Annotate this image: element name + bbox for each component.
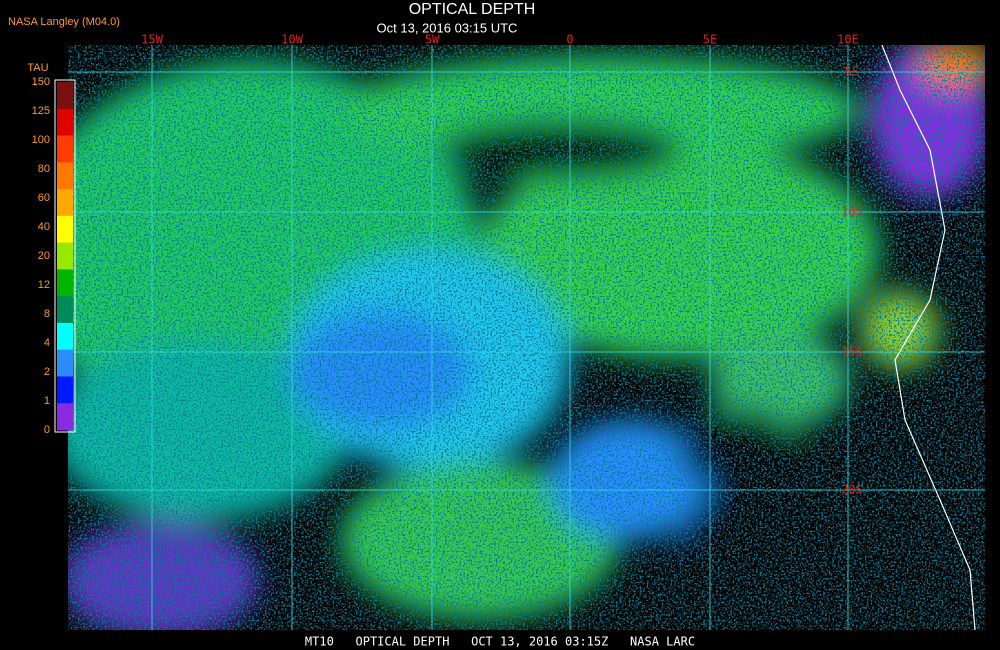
latitude-label: 15S bbox=[841, 345, 863, 359]
colorbar-swatch bbox=[57, 376, 73, 404]
longitude-label: 15W bbox=[141, 33, 163, 47]
latitude-label: 10S bbox=[841, 205, 863, 219]
colorbar-label: 2 bbox=[44, 366, 50, 378]
colorbar-swatch bbox=[57, 135, 73, 163]
colorbar-label: 150 bbox=[32, 76, 50, 88]
colorbar-swatch bbox=[57, 403, 73, 431]
colorbar-label: 1 bbox=[44, 395, 50, 407]
legend-title: TAU bbox=[27, 62, 48, 74]
latitude-label: 20S bbox=[841, 483, 863, 497]
footer: MT10 OPTICAL DEPTH OCT 13, 2016 03:15Z N… bbox=[305, 635, 695, 649]
colorbar-label: 80 bbox=[38, 163, 50, 175]
latitude-label: 5S bbox=[845, 65, 859, 79]
longitude-label: 5W bbox=[425, 33, 440, 47]
longitude-label: 5E bbox=[703, 33, 717, 47]
colorbar-swatch bbox=[57, 215, 73, 244]
map-title: OPTICAL DEPTH bbox=[409, 1, 536, 18]
colorbar-swatch bbox=[57, 108, 73, 137]
colorbar-label: 0 bbox=[44, 424, 50, 436]
colorbar-label: 40 bbox=[38, 221, 50, 233]
longitude-label: 0 bbox=[566, 33, 573, 47]
legend: 150 125 100 80 60 40 20 12 8 4 2 1 0 bbox=[32, 76, 76, 436]
longitude-label: 10W bbox=[281, 33, 303, 47]
credit: NASA Langley (M04.0) bbox=[8, 16, 120, 28]
graticule: 15W 10W 5W 0 5E 10E 5S 10S 15S 20S bbox=[68, 33, 985, 630]
colorbar-label: 125 bbox=[32, 105, 50, 117]
colorbar-swatch bbox=[57, 322, 73, 351]
colorbar-swatch bbox=[57, 296, 73, 324]
coastline bbox=[881, 45, 976, 630]
map-subtitle: Oct 13, 2016 03:15 UTC bbox=[377, 20, 518, 35]
colorbar-label: 100 bbox=[32, 134, 50, 146]
colorbar-swatch bbox=[57, 269, 73, 297]
colorbar-swatch bbox=[57, 189, 73, 217]
colorbar-swatch bbox=[57, 242, 73, 270]
colorbar-label: 60 bbox=[38, 192, 50, 204]
colorbar-swatch bbox=[57, 349, 73, 377]
colorbar-label: 4 bbox=[44, 337, 50, 349]
colorbar-label: 8 bbox=[44, 308, 50, 320]
colorbar-label: 20 bbox=[38, 250, 50, 262]
colorbar-swatch bbox=[57, 162, 73, 190]
colorbar-frame bbox=[54, 79, 76, 433]
imagery bbox=[68, 45, 985, 630]
colorbar-swatch bbox=[57, 82, 73, 110]
colorbar-label: 12 bbox=[38, 279, 50, 291]
longitude-label: 10E bbox=[837, 33, 859, 47]
